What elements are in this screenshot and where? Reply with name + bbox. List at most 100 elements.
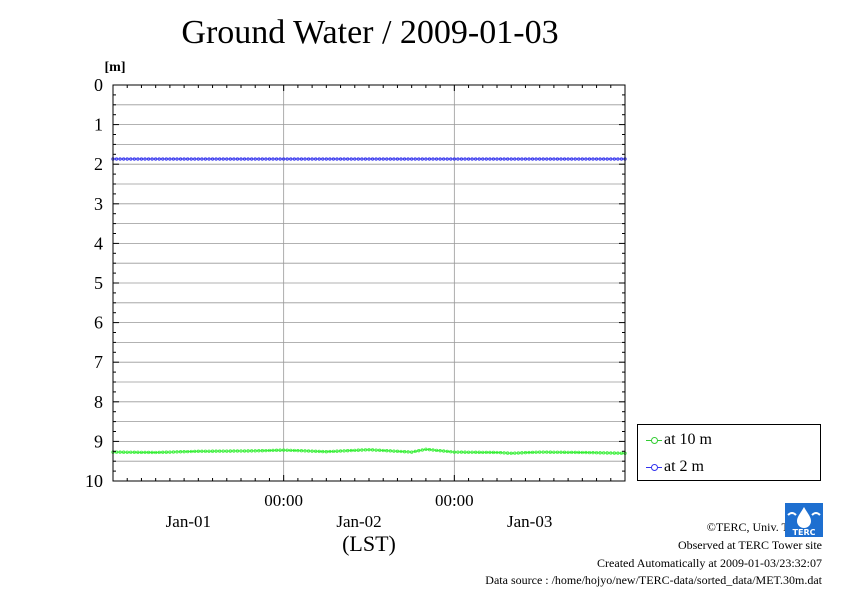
data-point [353,448,357,453]
data-point [474,157,478,161]
data-point [370,448,375,452]
data-point [210,157,215,161]
data-point [196,157,200,161]
data-point [328,157,332,161]
data-point [580,157,584,161]
data-point [235,449,240,453]
data-point [378,448,382,452]
data-point [328,449,332,454]
data-point [399,449,403,454]
data-point [424,447,428,451]
data-point [495,450,499,455]
data-point [445,449,449,454]
data-point [292,157,296,161]
data-point [452,157,456,161]
data-point [402,450,407,454]
data-point [314,449,318,453]
data-point [257,157,261,161]
data-point [296,448,300,453]
data-point [594,157,599,161]
data-point [442,157,446,161]
data-point [214,449,218,453]
data-point [146,157,151,161]
data-point [150,450,154,455]
data-point [591,451,595,455]
data-point [385,157,389,161]
data-point [296,157,300,161]
data-point [271,448,275,453]
data-point [250,449,254,453]
data-point [338,449,343,453]
data-point [235,157,240,161]
data-point [331,449,336,454]
data-point [264,448,268,453]
data-point [118,157,122,161]
y-tick-label: 3 [94,194,103,214]
data-point [175,450,179,454]
data-point [527,157,531,161]
data-point [509,451,513,455]
data-point [285,448,289,452]
data-point [182,157,186,161]
data-point [239,157,243,161]
data-point [342,449,346,453]
data-point [242,157,247,161]
data-point [370,157,375,161]
data-point [619,157,624,161]
data-point [274,448,279,452]
chart-title: Ground Water / 2009-01-03 [181,14,559,51]
data-point [577,450,581,455]
data-point [118,450,122,454]
data-point [193,449,197,454]
y-tick-label: 6 [94,313,103,333]
data-point [150,157,154,161]
data-point [516,451,520,455]
data-point [299,157,304,161]
data-point [221,449,225,453]
data-point [410,450,414,454]
data-point [346,449,350,453]
data-point [342,157,346,161]
data-point [562,450,567,454]
data-point [260,157,264,161]
data-point [449,157,453,161]
x-date-label: Jan-01 [166,512,211,531]
data-point [417,157,421,161]
data-point [129,157,133,161]
data-point [242,449,247,453]
data-point [566,157,570,161]
data-point [417,449,421,453]
data-point [488,157,492,161]
data-point [246,157,250,161]
data-point [406,450,410,454]
data-point [612,451,616,455]
data-point [466,450,471,454]
data-point [218,449,222,453]
data-point [125,450,129,454]
data-point [388,157,392,161]
data-point [488,450,492,455]
data-point [132,450,136,454]
data-point [356,448,360,452]
data-point [171,157,176,161]
data-point [562,157,567,161]
data-point [552,157,556,161]
data-point [306,157,311,161]
data-point [139,450,144,455]
data-point [253,449,257,453]
data-point [203,157,208,161]
data-point [356,157,360,161]
data-point [459,157,464,161]
data-point [388,449,392,453]
data-point [530,157,535,161]
data-point [573,450,577,455]
data-point [538,450,542,454]
data-point [353,157,357,161]
data-point [246,449,250,453]
data-point [168,157,172,161]
y-tick-label: 10 [85,471,103,491]
data-point [605,157,609,161]
data-point [378,157,382,161]
data-point [491,450,496,455]
data-point [584,157,588,161]
